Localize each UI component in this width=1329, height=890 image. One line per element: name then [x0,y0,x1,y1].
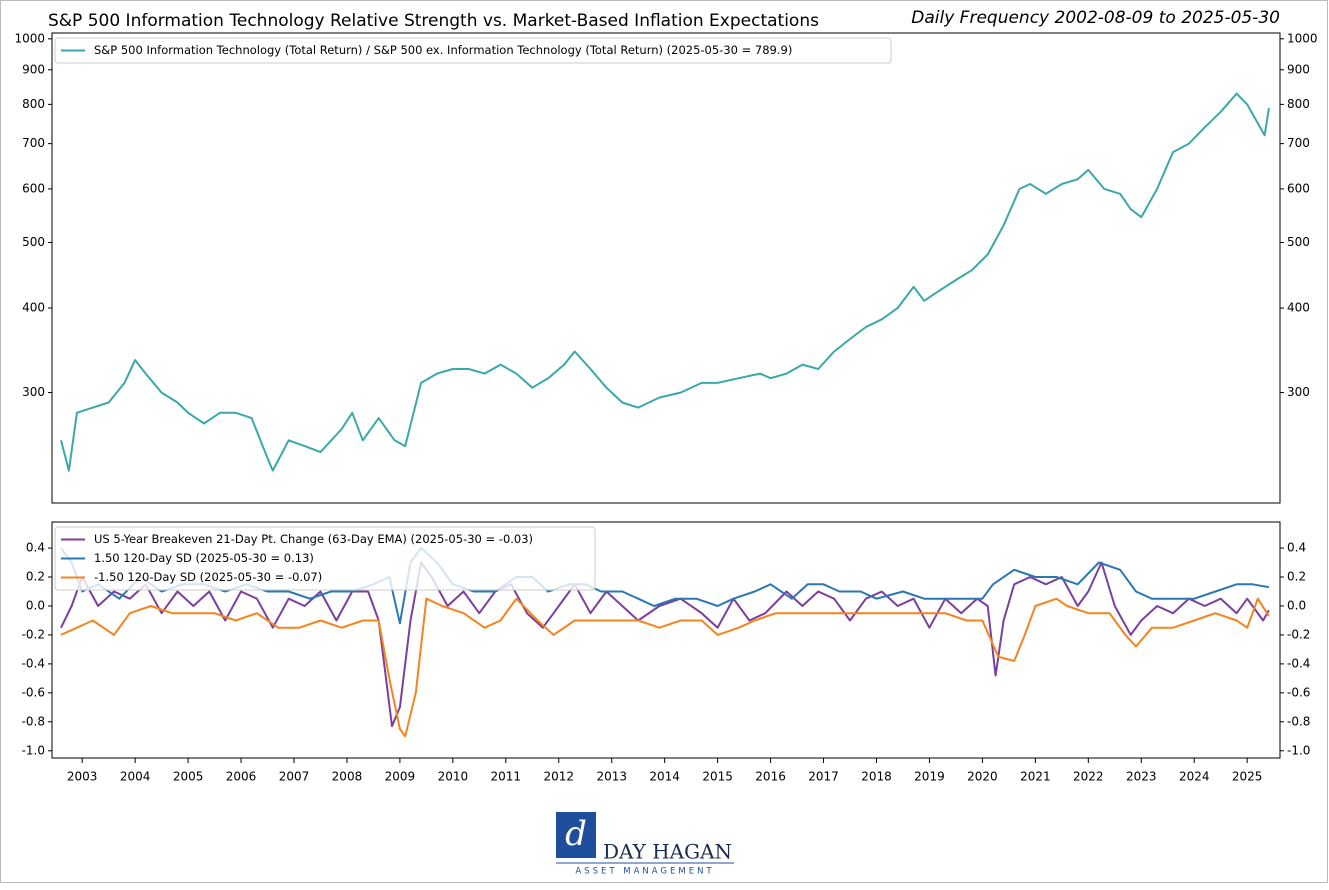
y-tick-label: 700 [22,136,45,150]
x-tick-label: 2013 [596,770,627,784]
y-tick-label: 400 [22,301,45,315]
legend-label: 1.50 120-Day SD (2025-05-30 = 0.13) [94,551,314,565]
y-tick-label-right: 600 [1287,181,1310,195]
y-tick-label-right: 900 [1287,62,1310,76]
y-tick-label-right: -0.2 [1287,627,1310,641]
x-tick-label: 2005 [173,770,204,784]
legend-label: -1.50 120-Day SD (2025-05-30 = -0.07) [94,570,322,584]
x-tick-label: 2012 [543,770,574,784]
y-tick-label: -1.0 [22,743,45,757]
plot-frame [51,32,1281,504]
x-tick-label: 2011 [491,770,522,784]
logo: d DAY HAGAN ASSET MANAGEMENT [556,812,734,877]
x-tick-label: 2014 [649,770,680,784]
y-tick-label-right: 500 [1287,235,1310,249]
x-tick-label: 2020 [967,770,998,784]
x-tick-label: 2023 [1126,770,1157,784]
y-tick-label-right: 0.0 [1287,598,1306,612]
y-tick-label: 300 [22,385,45,399]
x-tick-label: 2008 [332,770,363,784]
y-tick-label: 0.0 [26,598,45,612]
y-tick-label-right: -0.8 [1287,714,1310,728]
x-tick-label: 2017 [808,770,839,784]
y-tick-label: 800 [22,97,45,111]
series-line [60,597,1270,738]
y-tick-label-right: -0.6 [1287,685,1310,699]
x-tick-label: 2010 [438,770,469,784]
logo-mark [556,812,596,858]
y-tick-label-right: 0.2 [1287,570,1306,584]
y-tick-label: 500 [22,235,45,249]
y-tick-label-right: 400 [1287,301,1310,315]
y-tick-label: 900 [22,62,45,76]
series-line [60,561,1270,728]
x-tick-label: 2018 [861,770,892,784]
legend-label: US 5-Year Breakeven 21-Day Pt. Change (6… [94,532,533,546]
x-tick-label: 2004 [120,770,151,784]
y-tick-label-right: -1.0 [1287,743,1310,757]
legend: S&P 500 Information Technology (Total Re… [54,37,892,64]
chart-subtitle: Daily Frequency 2002-08-09 to 2025-05-30 [911,8,1280,28]
x-tick-label: 2015 [702,770,733,784]
y-tick-label-right: 1000 [1287,31,1318,45]
y-tick-label: -0.4 [22,656,45,670]
x-tick-label: 2022 [1073,770,1104,784]
y-tick-label-right: -0.4 [1287,656,1310,670]
y-tick-label-right: 300 [1287,385,1310,399]
x-tick-label: 2019 [914,770,945,784]
legend-box [54,526,596,591]
y-tick-label-right: 0.4 [1287,541,1306,555]
x-tick-label: 2016 [755,770,786,784]
legend-box [54,37,892,64]
legend: US 5-Year Breakeven 21-Day Pt. Change (6… [54,526,596,591]
plot-frame [51,521,1281,759]
x-tick-label: 2007 [279,770,310,784]
y-tick-label: 1000 [14,31,45,45]
logo-name: DAY HAGAN [603,840,732,864]
y-tick-label: 0.4 [26,541,45,555]
x-tick-label: 2025 [1232,770,1263,784]
y-tick-label: -0.6 [22,685,45,699]
x-tick-label: 2003 [67,770,98,784]
series-line [60,92,1270,472]
logo-tagline: ASSET MANAGEMENT [575,867,714,877]
y-tick-label: 600 [22,181,45,195]
y-tick-label: -0.8 [22,714,45,728]
y-tick-label: -0.2 [22,627,45,641]
y-tick-label-right: 700 [1287,136,1310,150]
logo-letter: d [565,814,587,854]
y-tick-label-right: 800 [1287,97,1310,111]
legend-label: S&P 500 Information Technology (Total Re… [94,43,792,57]
chart-title: S&P 500 Information Technology Relative … [48,11,819,31]
x-tick-label: 2021 [1020,770,1051,784]
x-tick-label: 2006 [226,770,257,784]
x-tick-label: 2024 [1179,770,1210,784]
y-tick-label: 0.2 [26,570,45,584]
x-tick-label: 2009 [385,770,416,784]
